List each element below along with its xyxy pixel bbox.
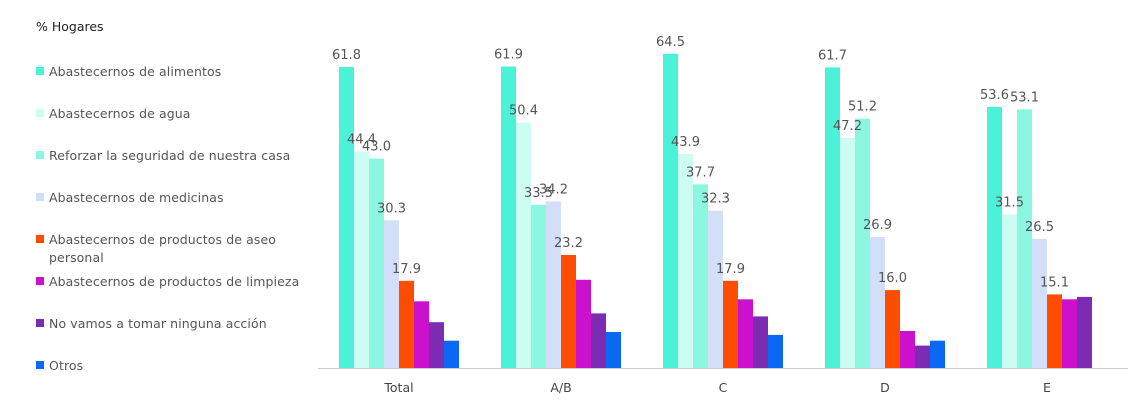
legend-item-limpieza: Abastecernos de productos de limpieza <box>36 273 314 291</box>
bar-e-4 <box>1047 294 1062 368</box>
bar-ab-5 <box>576 279 591 368</box>
data-label: 17.9 <box>716 262 745 277</box>
legend-label: Abastecernos de productos de limpieza <box>49 274 300 289</box>
bar-e-1 <box>1002 214 1017 368</box>
data-label: 26.5 <box>1025 220 1054 235</box>
bar-ab-0 <box>501 66 516 368</box>
data-label: 34.2 <box>539 182 568 197</box>
legend-label: Abastecernos de alimentos <box>49 64 222 79</box>
bar-d-0 <box>825 67 840 369</box>
bar-c-6 <box>753 316 768 368</box>
legend-label: Abastecernos de productos de aseo person… <box>49 232 277 265</box>
data-label: 17.9 <box>392 262 421 277</box>
bar-d-5 <box>900 331 915 368</box>
data-label: 61.8 <box>332 48 361 63</box>
bar-d-6 <box>915 345 930 368</box>
bar-e-3 <box>1032 238 1047 368</box>
data-label: 32.3 <box>701 192 730 207</box>
bar-c-0 <box>663 53 678 369</box>
legend-swatch <box>36 151 44 159</box>
data-label: 43.0 <box>362 140 391 155</box>
data-label: 44.4 <box>347 133 376 148</box>
bar-d-2 <box>855 118 870 368</box>
data-label: 43.9 <box>671 135 700 150</box>
x-tick-label: E <box>1043 380 1051 395</box>
bar-ab-6 <box>591 313 606 368</box>
data-label: 33.5 <box>524 186 553 201</box>
bar-total-0 <box>339 66 354 369</box>
data-label: 53.6 <box>980 88 1009 103</box>
bar-total-5 <box>414 301 429 368</box>
y-axis-label: % Hogares <box>36 19 104 34</box>
legend-swatch <box>36 109 44 117</box>
bar-ab-1 <box>516 122 531 368</box>
legend-item-aseo: Abastecernos de productos de aseo person… <box>36 231 314 267</box>
bar-total-2 <box>369 158 384 368</box>
bar-c-2 <box>693 184 708 368</box>
data-label: 15.1 <box>1040 275 1069 290</box>
legend-label: Reforzar la seguridad de nuestra casa <box>49 148 291 163</box>
bar-total-1 <box>354 151 369 368</box>
bar-total-6 <box>429 322 444 368</box>
legend-item-medicinas: Abastecernos de medicinas <box>36 189 314 207</box>
bar-d-3 <box>870 237 885 368</box>
data-label: 61.7 <box>818 48 847 63</box>
legend-label: Otros <box>49 358 84 373</box>
legend-swatch <box>36 319 44 327</box>
data-label: 47.2 <box>833 119 862 134</box>
bar-c-5 <box>738 299 753 368</box>
legend-item-otros: Otros <box>36 357 314 375</box>
bar-ab-2 <box>531 204 546 368</box>
legend-label: No vamos a tomar ninguna acción <box>49 316 267 331</box>
data-label: 51.2 <box>848 100 877 115</box>
data-label: 26.9 <box>863 218 892 233</box>
legend-item-alimentos: Abastecernos de alimentos <box>36 63 314 81</box>
bar-total-3 <box>384 220 399 368</box>
x-tick-label: Total <box>383 380 413 395</box>
legend-item-ninguna: No vamos a tomar ninguna acción <box>36 315 314 333</box>
legend-swatch <box>36 361 44 369</box>
legend-label: Abastecernos de agua <box>49 106 191 121</box>
bar-e-0 <box>987 106 1002 369</box>
x-tick-label: C <box>719 380 728 395</box>
data-label: 37.7 <box>686 165 715 180</box>
data-label: 23.2 <box>554 236 583 251</box>
bar-ab-3 <box>546 201 561 368</box>
data-label: 53.1 <box>1010 90 1039 105</box>
x-tick-label: A/B <box>550 380 571 395</box>
legend-swatch <box>36 235 44 243</box>
bar-c-3 <box>708 210 723 368</box>
bar-e-6 <box>1077 296 1092 368</box>
legend-item-agua: Abastecernos de agua <box>36 105 314 123</box>
legend: Abastecernos de alimentos Abastecernos d… <box>36 0 316 400</box>
legend-item-seguridad: Reforzar la seguridad de nuestra casa <box>36 147 314 165</box>
legend-swatch <box>36 67 44 75</box>
bar-ab-7 <box>606 332 621 368</box>
legend-label: Abastecernos de medicinas <box>49 190 224 205</box>
bar-d-7 <box>930 340 945 368</box>
bar-total-7 <box>444 340 459 368</box>
legend-swatch <box>36 277 44 285</box>
x-tick-label: D <box>880 380 890 395</box>
data-label: 64.5 <box>656 35 685 50</box>
bar-ab-4 <box>561 255 576 368</box>
bar-c-4 <box>723 280 738 368</box>
data-label: 30.3 <box>377 201 406 216</box>
bar-e-5 <box>1062 299 1077 368</box>
bar-c-1 <box>678 154 693 368</box>
bar-d-1 <box>840 138 855 368</box>
legend-swatch <box>36 193 44 201</box>
data-label: 16.0 <box>878 271 907 286</box>
data-label: 31.5 <box>995 196 1024 211</box>
bar-c-7 <box>768 334 783 368</box>
data-label: 50.4 <box>509 104 538 119</box>
bar-d-4 <box>885 290 900 368</box>
bar-total-4 <box>399 280 414 368</box>
data-label: 61.9 <box>494 48 523 63</box>
bar-e-2 <box>1017 109 1032 369</box>
